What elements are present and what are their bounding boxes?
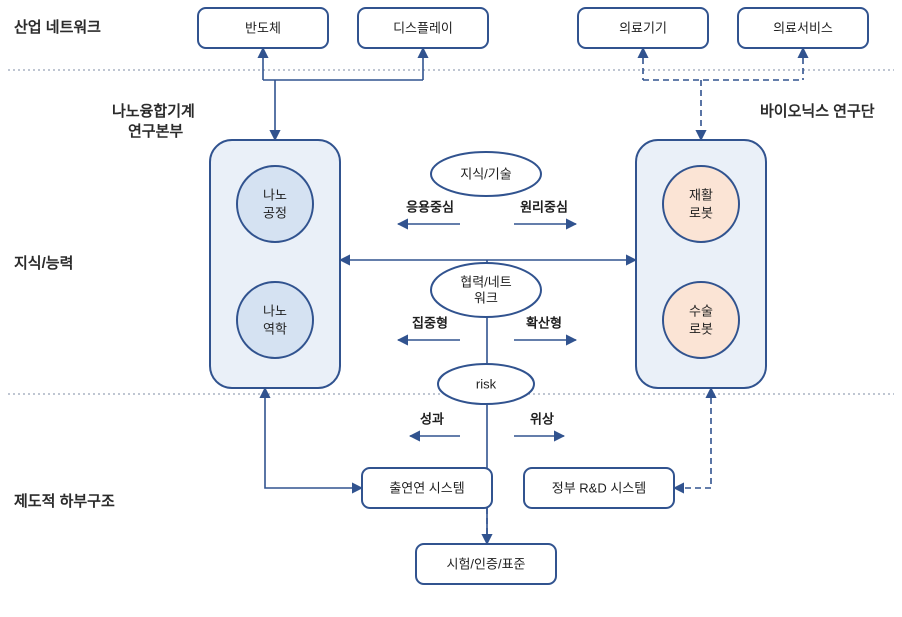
left-circle1-b: 공정 — [263, 205, 287, 220]
svg-text:출연연 시스템: 출연연 시스템 — [389, 480, 464, 495]
svg-text:집중형: 집중형 — [412, 315, 448, 330]
ellipse-knowledge: 지식/기술 — [431, 152, 541, 196]
left-circle2-b: 역학 — [263, 321, 287, 336]
svg-text:응용중심: 응용중심 — [406, 199, 454, 214]
svg-text:위상: 위상 — [530, 411, 554, 426]
section-industry-label: 산업 네트워크 — [14, 19, 101, 36]
left-circle2-a: 나노 — [263, 303, 287, 318]
ellipse-risk: risk — [438, 364, 534, 404]
svg-text:원리중심: 원리중심 — [520, 199, 568, 214]
svg-text:시험/인증/표준: 시험/인증/표준 — [447, 556, 526, 571]
diagram-canvas: 산업 네트워크 지식/능력 제도적 하부구조 반도체 디스플레이 의료기기 의료… — [0, 0, 902, 617]
bottombox-testing: 시험/인증/표준 — [416, 544, 556, 584]
svg-text:성과: 성과 — [420, 411, 444, 426]
ellipse-network: 협력/네트 워크 — [431, 263, 541, 317]
topbox-display: 디스플레이 — [358, 8, 488, 48]
topbox-display-label: 디스플레이 — [393, 20, 453, 35]
svg-text:risk: risk — [476, 376, 497, 391]
svg-text:협력/네트: 협력/네트 — [460, 274, 511, 289]
topbox-medservice: 의료서비스 — [738, 8, 868, 48]
topbox-semiconductor-label: 반도체 — [245, 20, 281, 35]
right-circle2-a: 수술 — [689, 303, 713, 318]
svg-text:확산형: 확산형 — [526, 315, 562, 330]
left-group-title-2: 연구본부 — [128, 123, 183, 140]
left-circle1-a: 나노 — [263, 187, 287, 202]
topbox-semiconductor: 반도체 — [198, 8, 328, 48]
topbox-meddevice: 의료기기 — [578, 8, 708, 48]
left-panel: 나노 공정 나노 역학 — [210, 140, 340, 388]
svg-text:지식/기술: 지식/기술 — [460, 166, 511, 181]
bottombox-gov-institute: 출연연 시스템 — [362, 468, 492, 508]
right-circle2-b: 로봇 — [689, 321, 713, 336]
topbox-medservice-label: 의료서비스 — [773, 20, 833, 35]
link-leftpanel-b1 — [265, 388, 362, 488]
right-panel: 재활 로봇 수술 로봇 — [636, 140, 766, 388]
bottombox-gov-rnd: 정부 R&D 시스템 — [524, 468, 674, 508]
section-institution-label: 제도적 하부구조 — [14, 492, 115, 510]
link-rightpanel-b2 — [674, 388, 711, 488]
section-knowledge-label: 지식/능력 — [14, 254, 73, 272]
svg-text:워크: 워크 — [474, 290, 498, 305]
right-circle1-b: 로봇 — [689, 205, 713, 220]
svg-text:정부 R&D 시스템: 정부 R&D 시스템 — [552, 480, 646, 495]
right-group-title: 바이오닉스 연구단 — [760, 102, 875, 120]
topbox-meddevice-label: 의료기기 — [619, 20, 667, 35]
pair-row-1: 응용중심 원리중심 — [398, 199, 576, 224]
right-circle1-a: 재활 — [689, 187, 713, 202]
left-group-title-1: 나노융합기계 — [112, 103, 195, 120]
